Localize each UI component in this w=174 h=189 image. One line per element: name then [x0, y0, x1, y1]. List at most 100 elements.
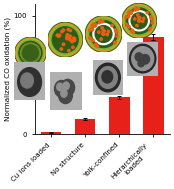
Circle shape [63, 82, 69, 90]
Circle shape [92, 26, 94, 28]
Circle shape [100, 19, 102, 22]
Circle shape [146, 12, 148, 14]
Circle shape [131, 13, 147, 29]
Circle shape [102, 33, 104, 35]
Circle shape [122, 3, 157, 38]
Circle shape [131, 30, 133, 32]
Circle shape [93, 23, 114, 45]
Circle shape [96, 63, 120, 92]
Circle shape [135, 7, 138, 9]
Circle shape [15, 37, 46, 69]
Circle shape [95, 44, 97, 46]
Circle shape [132, 31, 135, 33]
Circle shape [128, 26, 130, 28]
Circle shape [67, 28, 69, 31]
Circle shape [69, 39, 71, 41]
Circle shape [92, 39, 94, 42]
Circle shape [138, 19, 140, 22]
Circle shape [50, 24, 81, 55]
Circle shape [150, 17, 152, 20]
Circle shape [61, 90, 67, 97]
Circle shape [90, 20, 117, 48]
Circle shape [129, 11, 149, 31]
Circle shape [17, 39, 44, 67]
Circle shape [100, 38, 102, 40]
Circle shape [59, 87, 72, 104]
Circle shape [115, 29, 117, 31]
Circle shape [138, 16, 140, 19]
Circle shape [102, 33, 104, 35]
Circle shape [101, 27, 103, 29]
Circle shape [66, 37, 68, 40]
Circle shape [54, 81, 68, 97]
Circle shape [103, 30, 105, 32]
Circle shape [73, 37, 76, 40]
Circle shape [114, 41, 117, 43]
Circle shape [116, 31, 118, 33]
Circle shape [137, 7, 140, 10]
Circle shape [66, 36, 68, 39]
Circle shape [143, 17, 145, 19]
Circle shape [61, 30, 63, 33]
Circle shape [138, 20, 140, 22]
Circle shape [149, 28, 151, 31]
Circle shape [102, 33, 105, 35]
Circle shape [125, 23, 127, 26]
Circle shape [134, 9, 136, 11]
Circle shape [115, 30, 117, 33]
Circle shape [106, 33, 108, 36]
Circle shape [102, 71, 113, 83]
Circle shape [134, 18, 136, 20]
Circle shape [19, 41, 42, 64]
Circle shape [69, 29, 72, 32]
Circle shape [68, 49, 70, 52]
Circle shape [69, 35, 71, 37]
Circle shape [98, 31, 100, 33]
Circle shape [137, 8, 139, 10]
Circle shape [138, 60, 144, 67]
Bar [109, 98, 129, 134]
Circle shape [95, 26, 112, 42]
Circle shape [66, 36, 69, 38]
Circle shape [58, 35, 60, 37]
Circle shape [66, 34, 69, 36]
Circle shape [102, 20, 104, 22]
Circle shape [149, 28, 152, 30]
Circle shape [138, 20, 140, 22]
Circle shape [88, 29, 91, 31]
Bar [41, 132, 61, 134]
Circle shape [135, 8, 137, 10]
Circle shape [114, 42, 116, 44]
Circle shape [94, 24, 97, 26]
Circle shape [60, 48, 62, 50]
Circle shape [91, 23, 93, 26]
Circle shape [96, 45, 99, 47]
Circle shape [150, 16, 152, 18]
Circle shape [72, 46, 74, 48]
Circle shape [126, 8, 152, 34]
Circle shape [21, 73, 33, 88]
Circle shape [62, 29, 65, 31]
Circle shape [132, 47, 154, 70]
Circle shape [91, 29, 94, 31]
Circle shape [151, 22, 153, 24]
Bar [143, 37, 164, 134]
Circle shape [23, 45, 38, 61]
Circle shape [107, 30, 109, 33]
Circle shape [58, 34, 61, 37]
Circle shape [125, 24, 128, 26]
Circle shape [95, 43, 97, 45]
Circle shape [88, 18, 120, 50]
Circle shape [73, 39, 76, 42]
Circle shape [101, 21, 103, 23]
Circle shape [48, 22, 83, 57]
Circle shape [72, 37, 75, 40]
Circle shape [62, 43, 65, 46]
Circle shape [71, 40, 73, 43]
Circle shape [94, 25, 96, 27]
Circle shape [89, 37, 92, 40]
Circle shape [151, 18, 153, 20]
Circle shape [61, 79, 75, 96]
Circle shape [125, 16, 127, 18]
Circle shape [136, 24, 138, 27]
